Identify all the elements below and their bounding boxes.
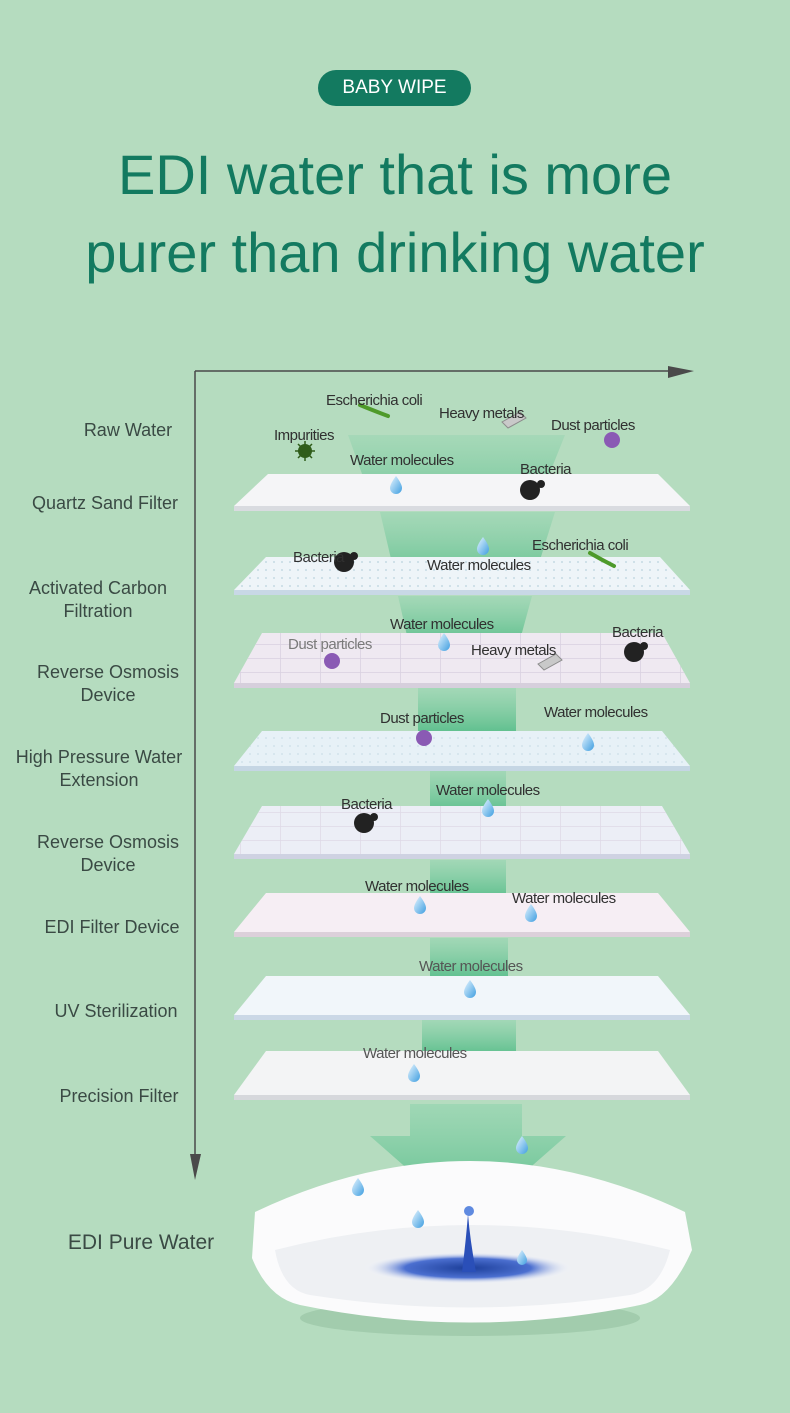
label-raw-bacteria: Bacteria (520, 461, 572, 478)
stage-reverse-osmosis-1: Reverse Osmosis Device (36, 662, 180, 705)
layer-precision (234, 1051, 690, 1100)
label-carbon-dust: Dust particles (288, 636, 372, 653)
water-drop-icon (414, 896, 426, 914)
label-raw-water: Water molecules (350, 452, 454, 469)
stage-reverse-osmosis-2: Reverse Osmosis Device (36, 832, 180, 875)
water-drop-icon (412, 1210, 424, 1228)
stage-edi-filter: EDI Filter Device (44, 917, 180, 937)
heavy-metal-icon (537, 653, 563, 671)
water-drop-icon (352, 1178, 364, 1196)
ecoli-icon (588, 551, 616, 568)
label-raw-ecoli: Escherichia coli (326, 392, 423, 409)
label-raw-impurities: Impurities (274, 427, 335, 444)
layer-edi (234, 893, 690, 937)
stage-high-pressure: High Pressure Water Extension (15, 747, 183, 790)
label-ro2-water-a: Water molecules (365, 878, 469, 895)
dust-particle-icon (416, 730, 432, 746)
title-line-2: purer than drinking water (85, 221, 705, 284)
water-drop-icon (464, 980, 476, 998)
water-drop-icon (438, 633, 450, 651)
particle-icons (295, 403, 648, 1265)
heavy-metal-icon (501, 411, 527, 429)
category-badge: BABY WIPE (318, 70, 471, 106)
label-quartz-bacteria: Bacteria (293, 549, 345, 566)
stage-precision-filter: Precision Filter (59, 1086, 179, 1106)
water-drop-icon (517, 1250, 527, 1265)
label-raw-heavy-metals: Heavy metals (439, 405, 524, 422)
label-carbon-bacteria: Bacteria (612, 624, 664, 641)
dust-particle-icon (604, 432, 620, 448)
label-quartz-water: Water molecules (427, 557, 531, 574)
label-ro-dust: Dust particles (380, 710, 464, 727)
layer-quartz (234, 474, 690, 511)
water-drop-icon (516, 1136, 528, 1154)
water-drop-icon (477, 537, 489, 555)
vertical-axis (190, 366, 694, 1180)
title-line-1: EDI water that is more (118, 143, 672, 206)
stage-raw-water: Raw Water (83, 420, 173, 440)
water-drop-icon (482, 799, 494, 817)
page-title: EDI water that is more purer than drinki… (0, 136, 790, 292)
pure-water-basin (252, 1161, 692, 1336)
bacteria-icon (334, 552, 358, 572)
label-quartz-ecoli: Escherichia coli (532, 537, 629, 554)
bacteria-icon (520, 480, 545, 500)
label-hp-bacteria: Bacteria (341, 796, 393, 813)
water-drop-icon (408, 1064, 420, 1082)
layer-reverse-osmosis-2 (234, 806, 690, 859)
bacteria-icon (354, 813, 378, 833)
label-raw-dust: Dust particles (551, 417, 635, 434)
label-carbon-heavy-metals: Heavy metals (471, 642, 556, 659)
stage-uv-sterilization: UV Sterilization (54, 1001, 178, 1021)
layer-high-pressure (234, 731, 690, 771)
stage-quartz-sand: Quartz Sand Filter (31, 493, 179, 513)
label-edi-water: Water molecules (419, 958, 523, 975)
water-drop-icon (582, 733, 594, 751)
stage-edi-pure-water: EDI Pure Water (67, 1231, 215, 1254)
ecoli-icon (358, 403, 390, 418)
layer-reverse-osmosis-1 (234, 633, 690, 688)
label-ro-water: Water molecules (544, 704, 648, 721)
impurity-icon (295, 441, 315, 461)
water-drop-icon (525, 904, 537, 922)
dust-particle-icon (324, 653, 340, 669)
label-carbon-water: Water molecules (390, 616, 494, 633)
label-hp-water: Water molecules (436, 782, 540, 799)
water-drop-icon (390, 476, 402, 494)
bacteria-icon (624, 642, 648, 662)
layer-uv (234, 976, 690, 1020)
label-uv-water: Water molecules (363, 1045, 467, 1062)
label-ro2-water-b: Water molecules (512, 890, 616, 907)
stage-activated-carbon: Activated Carbon Filtration (28, 578, 168, 621)
